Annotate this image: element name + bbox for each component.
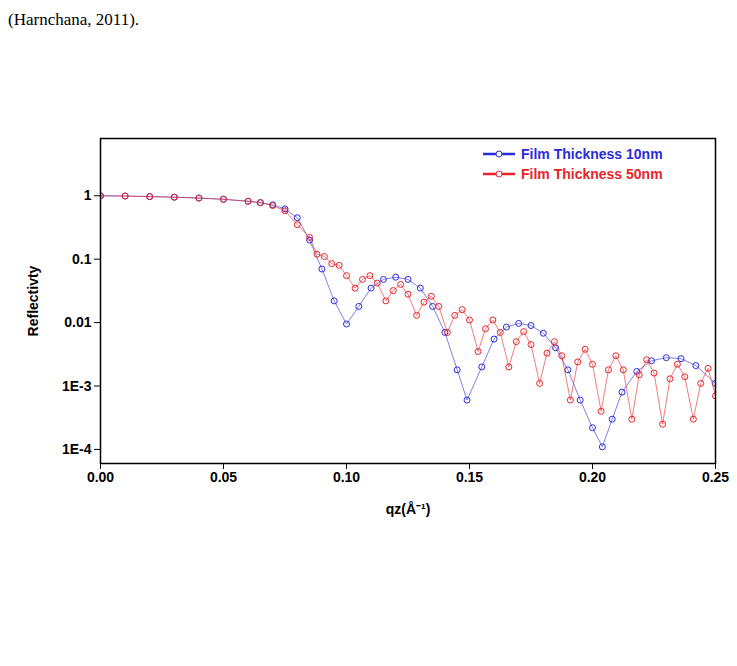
svg-text:0.05: 0.05 [210, 469, 237, 485]
svg-text:0.15: 0.15 [456, 469, 483, 485]
svg-text:0.01: 0.01 [64, 314, 91, 330]
svg-text:qz(Å⁻¹): qz(Å⁻¹) [386, 501, 431, 517]
svg-text:0.1: 0.1 [72, 251, 92, 267]
svg-text:Film Thickness 10nm: Film Thickness 10nm [521, 146, 663, 162]
html-text:(Harnchana, 2011).: (Harnchana, 2011). [8, 10, 140, 29]
svg-text:0.25: 0.25 [702, 469, 729, 485]
svg-text:1: 1 [84, 187, 92, 203]
svg-text:0.20: 0.20 [579, 469, 606, 485]
svg-text:0.00: 0.00 [87, 469, 114, 485]
svg-text:1E-3: 1E-3 [62, 377, 92, 393]
svg-text:1E-4: 1E-4 [62, 441, 92, 457]
svg-text:Reflectivty: Reflectivty [25, 265, 41, 336]
svg-text:Film Thickness 50nm: Film Thickness 50nm [521, 166, 663, 182]
svg-text:0.10: 0.10 [333, 469, 360, 485]
